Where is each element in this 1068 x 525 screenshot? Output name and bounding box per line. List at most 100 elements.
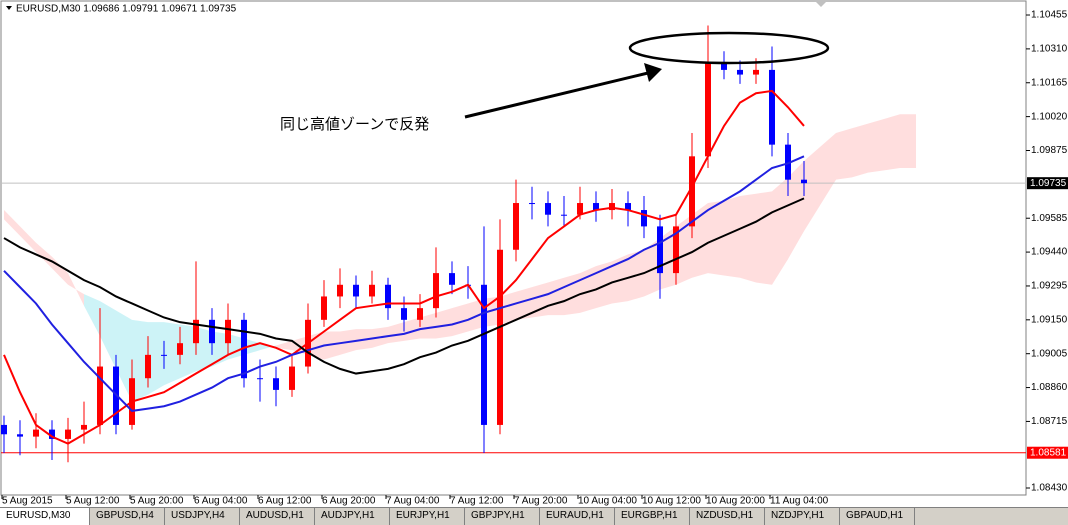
cloud-segment xyxy=(164,322,180,386)
chart-tab[interactable]: USDJPY,H4 xyxy=(165,508,240,525)
cloud-segment xyxy=(884,114,900,171)
highlight-ellipse xyxy=(628,31,830,65)
cloud-segment xyxy=(788,160,804,260)
cloud-segment xyxy=(900,114,916,169)
cloud-segment xyxy=(596,261,612,309)
chart-tab[interactable]: EURJPY,H1 xyxy=(390,508,465,525)
chart-tab[interactable]: EURGBP,H1 xyxy=(615,508,690,525)
cloud-segment xyxy=(724,196,740,278)
cloud-segment xyxy=(772,177,788,285)
cloud-segment xyxy=(404,317,420,341)
candle-body xyxy=(49,429,55,439)
candle-body xyxy=(529,203,535,205)
arrow-shaft xyxy=(464,71,649,119)
chart-tab[interactable]: GBPUSD,H4 xyxy=(90,508,165,525)
y-tick-label: 1.10165 xyxy=(1031,77,1068,88)
cloud-segment xyxy=(36,242,52,269)
cloud-segment xyxy=(20,226,36,253)
cloud-segment xyxy=(68,273,84,306)
moving-average xyxy=(3,155,805,412)
cloud-segment xyxy=(676,214,692,285)
chart-title: EURUSD,M30 1.09686 1.09791 1.09671 1.097… xyxy=(16,4,237,15)
cloud-segment xyxy=(468,298,484,332)
candle-body xyxy=(705,62,711,157)
candle-body xyxy=(449,273,455,285)
x-tick-label: 11 Aug 04:00 xyxy=(770,496,829,507)
chart-tab[interactable]: GBPAUD,H1 xyxy=(840,508,915,525)
cloud-segment xyxy=(836,128,852,180)
candle-body xyxy=(321,296,327,320)
candle-body xyxy=(481,284,487,425)
candle-body xyxy=(785,144,791,180)
chart-tab[interactable]: NZDJPY,H1 xyxy=(765,508,840,525)
candle-body xyxy=(513,203,519,250)
cloud-segment xyxy=(852,123,868,178)
candle-body xyxy=(81,424,87,430)
candle-body xyxy=(609,203,615,211)
cloud-segment xyxy=(452,303,468,337)
candle-body xyxy=(273,378,279,390)
candle-body xyxy=(145,354,151,379)
cloud-segment xyxy=(308,331,324,360)
cloud-segment xyxy=(660,226,676,290)
candle-body xyxy=(673,226,679,274)
candle-body xyxy=(353,284,359,297)
cloud-segment xyxy=(324,331,340,360)
chart-tab[interactable]: AUDUSD,H1 xyxy=(240,508,315,525)
x-tick-label: 5 Aug 20:00 xyxy=(130,496,184,507)
tab-bar: EURUSD,M30 GBPUSD,H4 USDJPY,H4 AUDUSD,H1 AUD… xyxy=(0,507,1068,525)
candle-body xyxy=(577,203,583,215)
candle-body xyxy=(561,214,567,216)
y-tick-label: 1.09440 xyxy=(1031,247,1068,258)
candle-body xyxy=(401,308,407,320)
chart-tab[interactable]: GBPJPY,H1 xyxy=(465,508,540,525)
price-label-box xyxy=(1027,177,1068,190)
cloud-segment xyxy=(196,326,212,372)
x-tick-label: 10 Aug 12:00 xyxy=(642,496,701,507)
candle-body xyxy=(225,319,231,344)
chart-tab[interactable]: AUDJPY,H1 xyxy=(315,508,390,525)
candle-body xyxy=(753,69,759,75)
cloud-segment xyxy=(548,277,564,316)
candle-body xyxy=(33,429,39,437)
y-tick-label: 1.08860 xyxy=(1031,382,1068,393)
x-tick-label: 7 Aug 12:00 xyxy=(450,496,504,507)
candle-body xyxy=(369,284,375,297)
candle-body xyxy=(257,378,263,380)
cloud-segment xyxy=(116,310,132,402)
x-tick-label: 7 Aug 20:00 xyxy=(514,496,568,507)
chart-tab[interactable]: EURUSD,M30 xyxy=(0,508,90,525)
candle-body xyxy=(337,284,343,297)
chart: 1.09735 1.08581 1.10455 1.10310 1.10165 1.100… xyxy=(0,0,1068,507)
candle-body xyxy=(721,62,727,70)
x-tick-label: 6 Aug 12:00 xyxy=(258,496,312,507)
y-tick-label: 1.09005 xyxy=(1031,348,1068,359)
candle-body xyxy=(433,273,439,309)
candle-body xyxy=(641,210,647,227)
candle-body xyxy=(593,203,599,211)
candle-body xyxy=(801,179,807,184)
candle-body xyxy=(385,284,391,309)
chart-tab[interactable]: EURAUD,H1 xyxy=(540,508,615,525)
x-tick-label: 6 Aug 04:00 xyxy=(194,496,248,507)
menu-icon xyxy=(6,6,12,10)
cloud-segment xyxy=(804,146,820,232)
cloud-segment xyxy=(420,312,436,339)
price-label-box xyxy=(1027,446,1068,459)
cloud-segment xyxy=(4,210,20,236)
candle-body xyxy=(545,203,551,215)
x-tick-label: 7 Aug 04:00 xyxy=(386,496,440,507)
x-tick-label: 10 Aug 04:00 xyxy=(578,496,637,507)
x-tick-label: 5 Aug 12:00 xyxy=(66,496,120,507)
cloud-segment xyxy=(500,291,516,325)
arrow-head xyxy=(644,63,662,82)
cloud-segment xyxy=(868,118,884,173)
cloud-segment xyxy=(692,203,708,278)
candle-body xyxy=(657,226,663,274)
chart-tab[interactable]: NZDUSD,H1 xyxy=(690,508,765,525)
candle-body xyxy=(689,156,695,227)
moving-average xyxy=(3,89,805,445)
y-tick-label: 1.09295 xyxy=(1031,281,1068,292)
moving-average xyxy=(3,197,805,375)
candle-body xyxy=(737,69,743,75)
